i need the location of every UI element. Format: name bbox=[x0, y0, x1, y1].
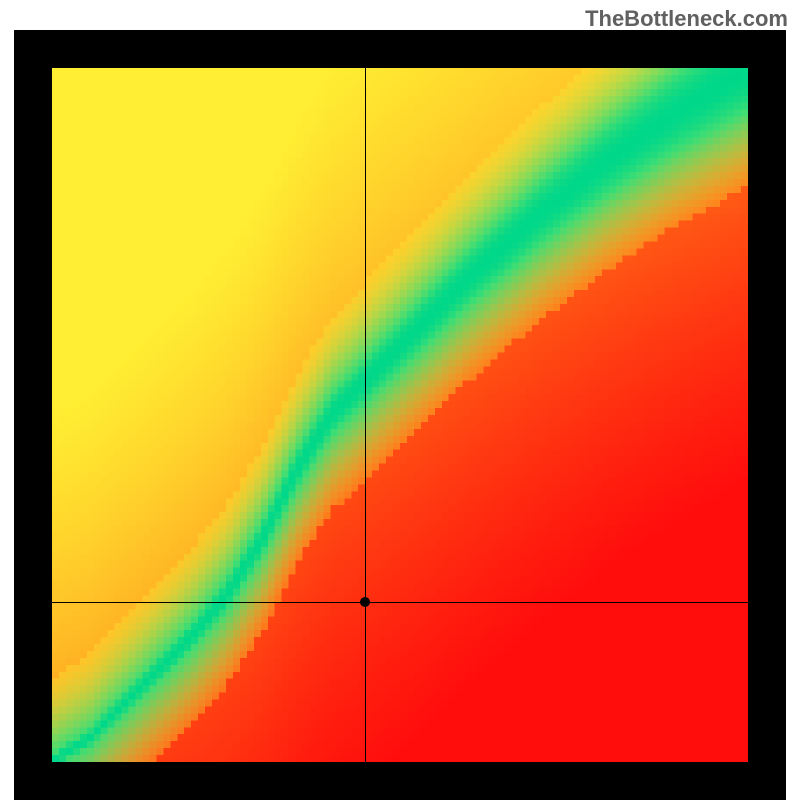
heatmap-canvas bbox=[52, 68, 748, 762]
watermark-text: TheBottleneck.com bbox=[585, 6, 788, 32]
plot-frame bbox=[14, 30, 786, 800]
chart-container: TheBottleneck.com bbox=[0, 0, 800, 800]
crosshair-vertical bbox=[365, 68, 366, 762]
crosshair-horizontal bbox=[52, 602, 748, 603]
